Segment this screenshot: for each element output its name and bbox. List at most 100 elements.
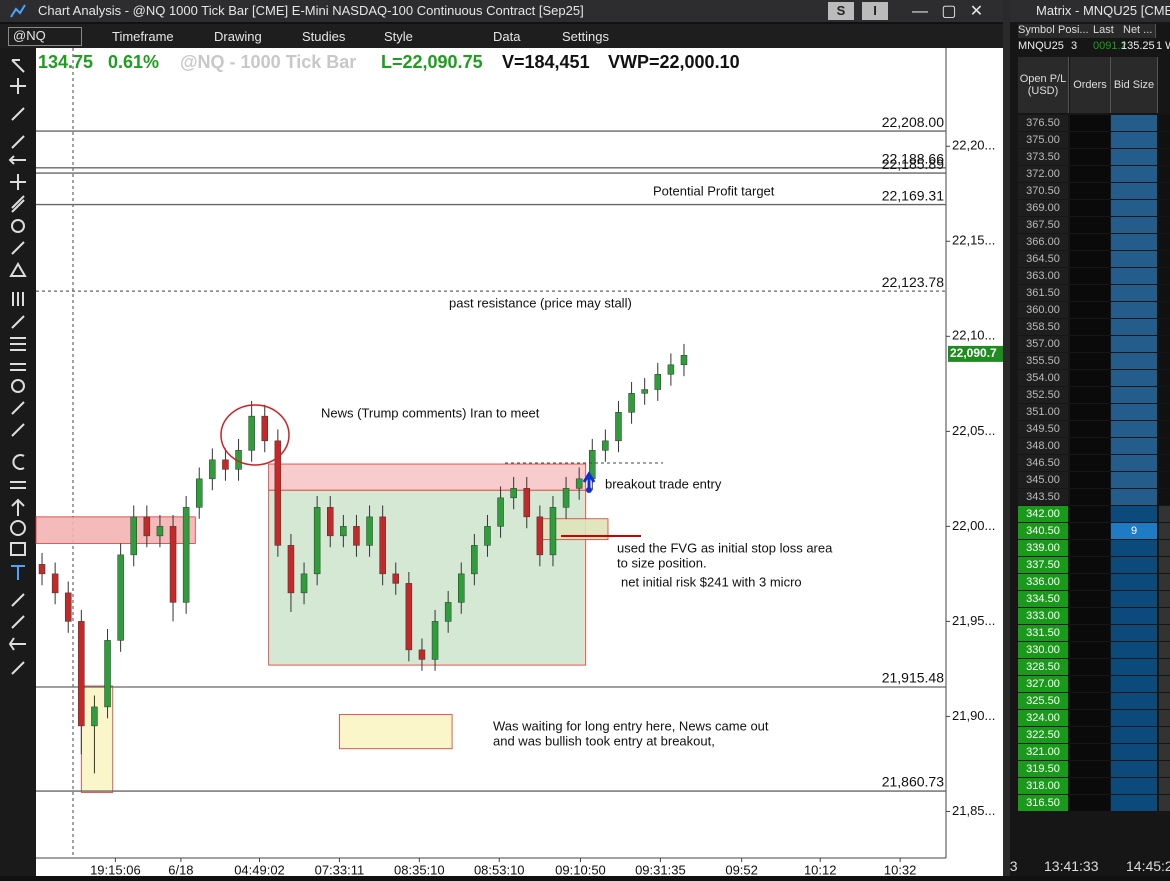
quote-cell: 1 W [1156, 40, 1170, 52]
last-price-label: 22,090.7 [950, 346, 997, 360]
column-header: Net ... [1123, 24, 1156, 38]
bid-cell [1111, 217, 1157, 233]
price-level-label: 21,860.73 [882, 774, 944, 790]
orders-cell [1070, 506, 1110, 522]
bid-cell [1111, 642, 1157, 658]
ask-cell [1159, 710, 1170, 726]
toolbar-item[interactable]: Style [384, 29, 413, 44]
pl-cell: 339.00 [1018, 540, 1068, 556]
bid-cell [1111, 251, 1157, 267]
orders-cell [1070, 387, 1110, 403]
zone [268, 489, 587, 666]
bid-cell [1111, 115, 1157, 131]
candle-body [458, 573, 465, 603]
bid-cell [1111, 200, 1157, 216]
annotation: News (Trump comments) Iran to meet [321, 405, 540, 420]
candle-body [261, 415, 268, 442]
candle-body [287, 545, 295, 594]
orders-cell [1070, 200, 1110, 216]
candle-body [366, 516, 373, 546]
candle-body [536, 516, 544, 556]
candle-body [471, 545, 478, 575]
quote-cell: 135.25 [1121, 40, 1155, 52]
ask-cell [1159, 727, 1170, 743]
bid-cell [1111, 795, 1157, 811]
ask-cell [1159, 336, 1170, 352]
ask-cell [1159, 438, 1170, 454]
matrix-title-bar: Matrix - MNQU25 [CME [1010, 0, 1170, 22]
status-last: L=22,090.75 [381, 52, 483, 72]
highlight-circle [220, 404, 290, 466]
pl-cell: 367.50 [1018, 217, 1068, 233]
last-price-tag [948, 345, 1004, 362]
candle-body [523, 488, 531, 518]
ask-cell [1159, 115, 1170, 131]
bid-cell [1111, 761, 1157, 777]
ask-cell [1159, 761, 1170, 777]
candle-body [667, 364, 675, 375]
bid-cell [1111, 574, 1157, 590]
pl-cell: 322.50 [1018, 727, 1068, 743]
candle-body [182, 507, 190, 603]
bid-cell [1111, 234, 1157, 250]
ask-cell [1159, 285, 1170, 301]
candle-body [497, 497, 504, 527]
candle-body [418, 649, 426, 660]
candle-body [379, 516, 386, 575]
ask-cell [1159, 489, 1170, 505]
orders-cell [1070, 302, 1110, 318]
orders-cell [1070, 370, 1110, 386]
orders-cell [1070, 268, 1110, 284]
orders-cell [1070, 336, 1110, 352]
candle-body [195, 478, 203, 508]
orders-cell [1070, 455, 1110, 471]
pl-cell: 369.00 [1018, 200, 1068, 216]
candle-body [209, 459, 216, 480]
bid-cell [1111, 778, 1157, 794]
orders-cell [1070, 234, 1110, 250]
quote-cell: MNQU25 [1018, 40, 1064, 52]
pl-cell: 366.00 [1018, 234, 1068, 250]
toolbar-item[interactable]: Timeframe [112, 29, 174, 44]
ladder-header: Bid Size [1111, 57, 1158, 113]
window-controls[interactable]: — ▢ ✕ [912, 3, 984, 20]
x-tick-label: 10:32 [884, 862, 917, 876]
s-button[interactable]: S [828, 2, 854, 20]
y-tick-label: 22,00... [952, 518, 995, 533]
bid-cell [1111, 455, 1157, 471]
zone [339, 714, 453, 750]
candle-body [222, 459, 229, 470]
bid-cell [1111, 149, 1157, 165]
pl-cell: 349.50 [1018, 421, 1068, 437]
orders-cell [1070, 149, 1110, 165]
toolbar-item[interactable]: Settings [562, 29, 609, 44]
pl-cell: 342.00 [1018, 506, 1068, 522]
toolbar-item[interactable]: Studies [302, 29, 346, 44]
ask-cell [1159, 523, 1170, 539]
bid-cell [1111, 404, 1157, 420]
symbol-box[interactable]: @NQ [8, 27, 82, 46]
ask-cell [1159, 540, 1170, 556]
orders-cell [1070, 540, 1110, 556]
annotation: Potential Profit target [653, 183, 775, 198]
candle-body [562, 488, 570, 508]
toolbar-item[interactable]: Data [493, 29, 521, 44]
pl-cell: 357.00 [1018, 336, 1068, 352]
annotation: used the FVG as initial stop loss area [617, 540, 833, 555]
ask-cell [1159, 166, 1170, 182]
time-label: 14:45:2 [1126, 858, 1170, 874]
bid-cell: 9 [1111, 523, 1157, 539]
i-button[interactable]: I [862, 2, 888, 20]
bid-cell [1111, 387, 1157, 403]
status-vwap: VWP=22,000.10 [608, 52, 740, 72]
pl-cell: 331.50 [1018, 625, 1068, 641]
orders-cell [1070, 642, 1110, 658]
orders-cell [1070, 217, 1110, 233]
splitter[interactable] [1003, 0, 1010, 876]
pl-cell: 376.50 [1018, 115, 1068, 131]
candle-body [484, 526, 491, 546]
price-level-label: 22,169.31 [882, 187, 944, 203]
orders-cell [1070, 115, 1110, 131]
toolbar-item[interactable]: Drawing [214, 29, 262, 44]
orders-cell [1070, 693, 1110, 709]
